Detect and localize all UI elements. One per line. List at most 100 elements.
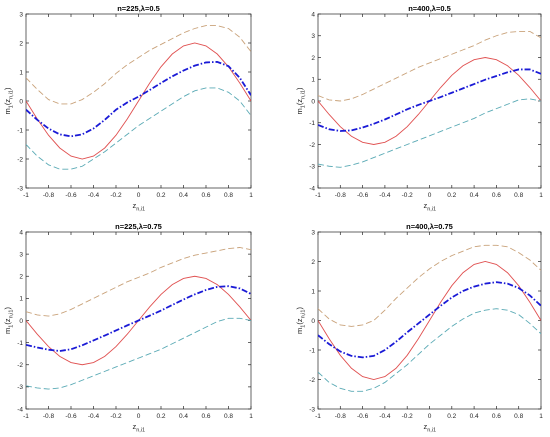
x-tick-label: -0.8 bbox=[335, 413, 347, 420]
y-tick-label: 0 bbox=[19, 318, 23, 325]
x-tick-label: 0.2 bbox=[156, 192, 165, 199]
y-tick-label: 2 bbox=[311, 55, 315, 62]
y-tick-label: 1 bbox=[311, 77, 315, 84]
x-tick-label: 0 bbox=[137, 413, 141, 420]
y-tick-label: 3 bbox=[19, 251, 23, 258]
x-tick-label: 0.4 bbox=[179, 192, 188, 199]
series-estimate bbox=[318, 281, 541, 359]
x-tick-label: -0.6 bbox=[357, 413, 369, 420]
y-axis-label: m1(zn,i1) bbox=[295, 307, 307, 334]
y-axis-label-ylabel-arg-sub: n,i1 bbox=[301, 90, 307, 99]
x-axis-label: zn,i1 bbox=[133, 422, 146, 434]
x-tick-label: 0.4 bbox=[470, 413, 479, 420]
y-tick-label: 2 bbox=[311, 259, 315, 266]
x-axis-label-main: z bbox=[424, 201, 428, 210]
y-tick-label: 0 bbox=[19, 98, 23, 105]
y-axis-label-ylabel-close: ) bbox=[3, 87, 12, 90]
x-tick-label: 0.2 bbox=[447, 413, 456, 420]
y-axis-label-ylabel-arg-sub: n,i1 bbox=[9, 310, 15, 319]
x-tick-label: -0.2 bbox=[110, 413, 122, 420]
x-tick-label: 0.6 bbox=[201, 413, 210, 420]
x-tick-label: 0.6 bbox=[201, 192, 210, 199]
x-tick-label: 0.6 bbox=[492, 192, 501, 199]
y-axis-label: m1(zn,i1) bbox=[295, 87, 307, 114]
x-tick-label: -0.6 bbox=[65, 192, 77, 199]
y-tick-label: 3 bbox=[311, 229, 315, 236]
x-axis-label-sub: n,i1 bbox=[136, 207, 145, 213]
series-upper-band bbox=[26, 25, 251, 105]
y-tick-label: 1 bbox=[19, 69, 23, 76]
x-tick-label: -0.2 bbox=[110, 192, 122, 199]
x-axis-label: zn,i1 bbox=[424, 201, 437, 213]
y-axis-label-ylabel-arg: (z bbox=[3, 318, 12, 324]
y-axis-label: m1(zn,i1) bbox=[3, 87, 15, 114]
series-estimate bbox=[26, 60, 251, 138]
y-axis-label-ylabel-sub: 1 bbox=[9, 105, 15, 108]
x-tick-label: -0.8 bbox=[335, 192, 347, 199]
chart-title: n=400,λ=0.75 bbox=[406, 222, 453, 231]
series-upper-band bbox=[26, 247, 251, 317]
y-tick-label: -1 bbox=[309, 120, 315, 127]
y-axis-label-ylabel: m bbox=[295, 108, 304, 114]
y-axis-label-ylabel-close: ) bbox=[295, 307, 304, 310]
x-tick-label: -1 bbox=[23, 192, 29, 199]
y-tick-label: -4 bbox=[17, 406, 23, 413]
y-tick-label: -1 bbox=[17, 127, 23, 134]
x-tick-label: 0.6 bbox=[492, 413, 501, 420]
chart-title: n=225,λ=0.5 bbox=[117, 4, 160, 13]
y-tick-label: -4 bbox=[309, 185, 315, 192]
y-tick-label: 0 bbox=[311, 98, 315, 105]
y-tick-label: -2 bbox=[309, 142, 315, 149]
y-tick-label: -3 bbox=[309, 406, 315, 413]
x-tick-label: -1 bbox=[315, 413, 321, 420]
chart-title: n=225,λ=0.75 bbox=[115, 222, 162, 231]
series-lower-band bbox=[26, 317, 251, 390]
y-axis-label: m1(zn,i1) bbox=[3, 307, 15, 334]
x-tick-label: 0.2 bbox=[447, 192, 456, 199]
x-tick-label: -0.8 bbox=[43, 192, 55, 199]
y-tick-label: -3 bbox=[17, 185, 23, 192]
x-tick-label: 1 bbox=[249, 413, 253, 420]
x-tick-label: -0.2 bbox=[402, 413, 414, 420]
y-tick-label: 1 bbox=[19, 296, 23, 303]
x-axis-label-main: z bbox=[133, 201, 137, 210]
x-axis-label-sub: n,i1 bbox=[427, 207, 436, 213]
chart-panel-3: -1 -0.8 -0.6 -0.4 -0.2 0 0.2 0.4 0.6 0.8 1 -4 -3 -2 -1… bbox=[3, 222, 253, 434]
x-tick-label: -0.4 bbox=[88, 413, 100, 420]
y-tick-label: 2 bbox=[19, 40, 23, 47]
y-tick-label: 0 bbox=[311, 318, 315, 325]
y-axis-label-ylabel: m bbox=[295, 328, 304, 334]
x-tick-label: 0.8 bbox=[514, 192, 523, 199]
series-upper-band bbox=[318, 244, 541, 327]
x-tick-label: -1 bbox=[315, 192, 321, 199]
x-axis-label-sub: n,i1 bbox=[427, 428, 436, 434]
y-tick-label: -2 bbox=[309, 377, 315, 384]
y-axis-label-ylabel-arg: (z bbox=[295, 99, 304, 105]
y-tick-label: -1 bbox=[17, 340, 23, 347]
chart-title: n=400,λ=0.5 bbox=[408, 4, 451, 13]
y-tick-label: 4 bbox=[19, 229, 23, 236]
series-upper-band bbox=[318, 30, 541, 102]
chart-panel-2: -1 -0.8 -0.6 -0.4 -0.2 0 0.2 0.4 0.6 0.8 1 -4 -3 -2 -1… bbox=[295, 4, 543, 213]
y-axis-label-ylabel-close: ) bbox=[3, 307, 12, 310]
x-tick-label: 0.8 bbox=[224, 413, 233, 420]
x-axis-label-sub: n,i1 bbox=[136, 428, 145, 434]
series-estimate bbox=[26, 285, 251, 352]
y-axis-label-ylabel-sub: 1 bbox=[301, 325, 307, 328]
x-tick-label: 0 bbox=[428, 192, 432, 199]
y-tick-label: 3 bbox=[311, 33, 315, 40]
y-tick-label: 4 bbox=[311, 11, 315, 18]
y-axis-label-ylabel-arg-sub: n,i1 bbox=[301, 310, 307, 319]
series-true-function bbox=[318, 261, 541, 380]
x-tick-label: 0 bbox=[137, 192, 141, 199]
x-tick-label: -0.4 bbox=[88, 192, 100, 199]
y-axis-label-ylabel-arg-sub: n,i1 bbox=[9, 90, 15, 99]
y-tick-label: -2 bbox=[17, 362, 23, 369]
y-tick-label: -3 bbox=[17, 384, 23, 391]
y-tick-label: 3 bbox=[19, 11, 23, 18]
y-tick-label: 1 bbox=[311, 288, 315, 295]
y-axis-label-ylabel-arg: (z bbox=[3, 99, 12, 105]
y-tick-label: -1 bbox=[309, 347, 315, 354]
x-axis-label-main: z bbox=[133, 422, 137, 431]
x-tick-label: 1 bbox=[539, 192, 543, 199]
